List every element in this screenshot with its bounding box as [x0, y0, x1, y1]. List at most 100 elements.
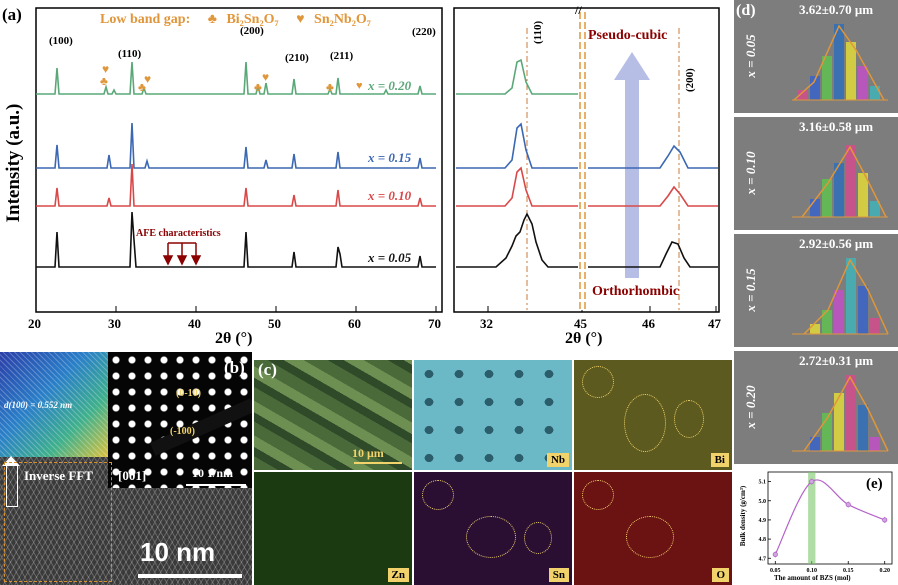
legend-phase-2: Sn₂Nb₂O₇ — [314, 12, 371, 27]
tick-46: 46 — [642, 316, 655, 331]
eds-nb: Nb — [414, 360, 572, 470]
grain-panel-2: 3.16±0.58 μm x = 0.10 — [734, 117, 898, 230]
afe-label: AFE characteristics — [136, 228, 221, 239]
density-point — [809, 478, 815, 485]
panel-e-label: (e) — [866, 476, 883, 492]
saed-scale-bar — [186, 484, 246, 486]
inverse-fft-label: Inverse FFT — [24, 468, 93, 483]
panel-c-label: (c) — [258, 360, 277, 379]
trace-x005 — [36, 211, 436, 268]
afe-arrows — [162, 242, 202, 266]
y-tick-label: 4.9 — [759, 518, 767, 524]
transition-arrow — [625, 78, 639, 278]
legend-phase-1: Bi₂Sn₂O₇ — [226, 12, 279, 27]
spot-label-0-10: (0-10) — [176, 388, 201, 399]
fft-arrow — [6, 464, 18, 507]
trace-x020 — [36, 61, 436, 95]
hkl-100: (100) — [49, 35, 73, 47]
trace-right-x005 — [456, 212, 578, 268]
trace-right-x020 — [456, 58, 578, 95]
element-nb: Nb — [546, 453, 569, 467]
eds-zn: Zn — [254, 472, 412, 585]
tick-45: 45 — [574, 316, 587, 331]
saed-scale: 10 1/nm — [192, 466, 234, 480]
x-tick-label: 0.10 — [807, 568, 818, 574]
x-tick-label: 0.05 — [770, 568, 781, 574]
beam-stop — [149, 398, 252, 456]
optimal-band — [808, 472, 816, 564]
trace-x010 — [36, 163, 436, 207]
grain-panel-4: 2.72±0.31 μm x = 0.20 — [734, 351, 898, 464]
xrd-plot — [35, 7, 720, 313]
panel-b-label: (b) — [224, 358, 245, 377]
saed-pattern — [108, 352, 252, 488]
density-point — [845, 501, 851, 508]
trace-x015 — [36, 122, 436, 169]
panel-d-label: (d) — [736, 2, 756, 19]
sem-scale: 10 μm — [352, 446, 384, 460]
hkl-200: (200) — [240, 25, 264, 37]
grain-size-3: 2.92±0.56 μm — [798, 236, 874, 251]
axis-break-mark: // — [575, 3, 582, 17]
y-tick-label: 4.8 — [759, 537, 767, 543]
y-tick-label: 4.7 — [759, 556, 767, 562]
pseudo-cubic-label: Pseudo-cubic — [588, 28, 668, 43]
element-o: O — [712, 568, 729, 582]
panel-c: 10 μm Nb Bi Zn Sn O (c) — [254, 360, 732, 585]
grain-size-2: 3.16±0.58 μm — [798, 119, 874, 134]
d-spacing: d(100) = 0.552 nm — [4, 400, 73, 410]
element-bi: Bi — [710, 453, 729, 467]
hkl-110: (110) — [118, 48, 142, 60]
tick-30: 30 — [108, 316, 121, 331]
grain-x-4: x = 0.20 — [743, 385, 758, 429]
y-tick-label: 5.0 — [759, 499, 767, 505]
spot-label--100: (-100) — [170, 426, 195, 437]
y-tick-label: 5.1 — [759, 480, 767, 486]
heart-marker: ♥ — [262, 70, 270, 84]
heart-marker: ♥ — [144, 72, 152, 86]
hkl-right-110: (110) — [532, 20, 544, 44]
left-frame — [35, 7, 443, 313]
fft-region-box — [4, 462, 112, 582]
panel-a: (a) Low band gap: ♣ Bi₂Sn₂O₇ ♥ Sn₂Nb₂O₇ … — [0, 0, 730, 350]
density-frame — [767, 471, 893, 565]
x-tick-label: 0.15 — [843, 568, 854, 574]
hkl-220: (220) — [412, 26, 436, 38]
panel-e: 0.05 0.10 0.15 0.20 4.7 4.8 4.9 5.0 5.1 (e) Bulk… — [734, 466, 898, 585]
grain-panel-3: 2.92±0.56 μm x = 0.15 — [734, 234, 898, 347]
hkl-210: (210) — [285, 52, 309, 64]
club-marker: ♣ — [326, 80, 334, 94]
grain-size-4: 2.72±0.31 μm — [798, 353, 874, 368]
club-marker: ♣ — [100, 74, 108, 88]
tick-47: 47 — [708, 316, 721, 331]
panel-b-hrtem: (0-10) (-100) [001] 10 1/nm (b) d(100) =… — [0, 352, 252, 585]
series-label-x020: x = 0.20 — [368, 78, 412, 93]
inverse-fft-image — [0, 352, 110, 457]
eds-bi: Bi — [574, 360, 732, 470]
density-line — [774, 479, 885, 555]
x-axis-label-left: 2θ (°) — [215, 330, 253, 347]
grain-x-1: x = 0.05 — [743, 34, 758, 78]
eds-o: O — [574, 472, 732, 585]
tick-50: 50 — [268, 316, 281, 331]
tick-20: 20 — [28, 316, 41, 331]
hrtem-scale: 10 nm — [140, 537, 216, 567]
club-icon: ♣ — [207, 12, 217, 27]
club-marker: ♣ — [138, 80, 146, 94]
eds-sn: Sn — [414, 472, 572, 585]
hkl-211: (211) — [330, 50, 354, 62]
density-ylabel: Bulk density (g/cm³) — [739, 485, 747, 547]
density-chart: 0.05 0.10 0.15 0.20 4.7 4.8 4.9 5.0 5.1 — [759, 471, 893, 574]
hkl-right-200: (200) — [684, 68, 696, 92]
grain-histogram-4 — [792, 375, 889, 452]
arrow-up-icon — [2, 456, 20, 466]
trace-right-x010 — [456, 166, 578, 207]
element-zn: Zn — [387, 568, 409, 582]
club-marker: ♣ — [254, 80, 262, 94]
sem-scale-bar — [354, 462, 402, 464]
element-sn: Sn — [548, 568, 569, 582]
heart-marker: ♥ — [356, 80, 363, 92]
x-axis-label-right: 2θ (°) — [565, 330, 603, 347]
zone-axis: [001] — [118, 468, 147, 483]
trace-right-x015 — [456, 122, 578, 169]
